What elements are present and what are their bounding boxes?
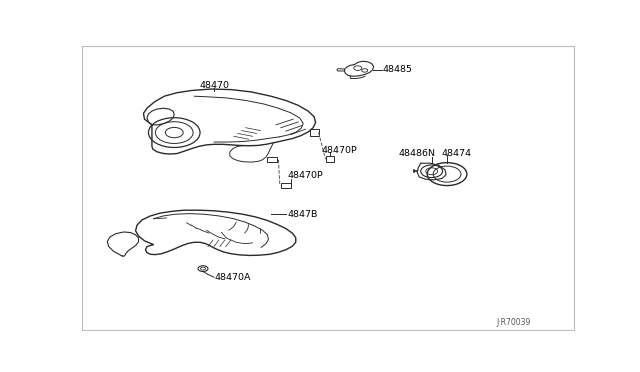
Text: 4847B: 4847B — [287, 210, 317, 219]
Text: 48486N: 48486N — [399, 149, 435, 158]
Bar — [268, 157, 277, 162]
Text: 48470P: 48470P — [321, 145, 357, 154]
Text: 48470P: 48470P — [287, 171, 323, 180]
Bar — [326, 156, 335, 162]
Text: 48474: 48474 — [441, 149, 471, 158]
Text: 48470A: 48470A — [215, 273, 252, 282]
Text: 48470: 48470 — [199, 81, 229, 90]
Bar — [310, 129, 319, 136]
Text: J·R70039: J·R70039 — [497, 318, 531, 327]
Bar — [281, 183, 291, 188]
Text: 48485: 48485 — [383, 65, 413, 74]
